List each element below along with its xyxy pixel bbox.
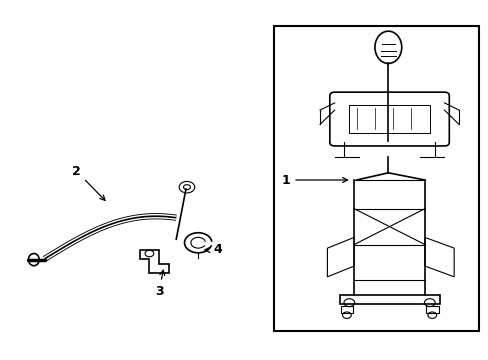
Bar	[273, 26, 478, 330]
Bar	[425, 306, 438, 313]
Text: 1: 1	[281, 174, 347, 186]
Text: 3: 3	[155, 270, 164, 298]
Text: 2: 2	[72, 165, 105, 200]
Text: 4: 4	[204, 243, 222, 256]
Bar	[340, 306, 352, 313]
Bar	[348, 105, 429, 134]
Ellipse shape	[28, 253, 39, 266]
